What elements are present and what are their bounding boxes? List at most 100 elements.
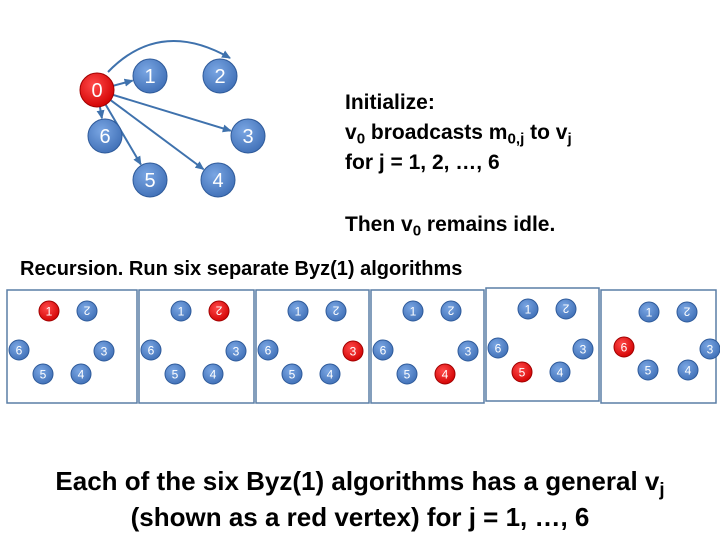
init-line-1: Initialize: — [345, 91, 435, 114]
init-line-3: for j = 1, 2, …, 6 — [345, 151, 500, 174]
svg-text:4: 4 — [685, 363, 692, 377]
subgraph-2: 1 2 3 4 5 6 — [138, 289, 255, 404]
subgraph-5: 1 2 3 4 5 6 — [485, 287, 600, 402]
svg-text:1: 1 — [525, 302, 532, 316]
main-graph-edges — [96, 40, 232, 171]
main-node-0: 0 — [79, 72, 115, 108]
svg-text:3: 3 — [465, 344, 472, 358]
subgraph-1-node-3: 3 — [93, 340, 115, 362]
svg-text:1: 1 — [144, 66, 155, 88]
svg-text:2: 2 — [562, 302, 569, 316]
subgraph-4-node-4: 4 — [434, 363, 456, 385]
subgraph-4-node-1: 1 — [402, 300, 424, 322]
svg-text:2: 2 — [447, 304, 454, 318]
edge-0-5 — [104, 104, 142, 166]
subgraph-5-node-2: 2 — [555, 298, 577, 320]
init-line-2: v0 broadcasts m0,j to vj — [345, 121, 572, 148]
subgraph-4-node-5: 5 — [396, 363, 418, 385]
svg-text:6: 6 — [495, 341, 502, 355]
svg-text:6: 6 — [265, 343, 272, 357]
subgraph-1-node-4: 4 — [70, 363, 92, 385]
subgraph-6-node-1: 1 — [638, 301, 660, 323]
subgraph-1-node-6: 6 — [8, 339, 30, 361]
svg-text:4: 4 — [442, 367, 449, 381]
svg-text:3: 3 — [707, 342, 714, 356]
subgraph-6-node-2: 2 — [676, 301, 698, 323]
svg-text:5: 5 — [404, 367, 411, 381]
subgraph-4-node-6: 6 — [372, 339, 394, 361]
svg-text:6: 6 — [99, 126, 110, 148]
svg-text:4: 4 — [210, 367, 217, 381]
caption-line-1: Each of the six Byz(1) algorithms has a … — [55, 466, 665, 500]
svg-text:2: 2 — [683, 305, 690, 319]
svg-text:3: 3 — [101, 344, 108, 358]
bottom-caption: Each of the six Byz(1) algorithms has a … — [0, 463, 720, 535]
initialize-text: Initialize: v0 broadcasts m0,j to vj for… — [345, 88, 572, 178]
subgraph-6-node-3: 3 — [699, 338, 720, 360]
svg-text:1: 1 — [295, 304, 302, 318]
subgraph-6-node-5: 5 — [637, 359, 659, 381]
svg-text:1: 1 — [646, 305, 653, 319]
svg-text:6: 6 — [148, 343, 155, 357]
subgraph-1-node-1: 1 — [38, 300, 60, 322]
subgraph-2-node-3: 3 — [225, 340, 247, 362]
subgraph-5-node-6: 6 — [487, 337, 509, 359]
edge-0-3 — [112, 93, 232, 133]
subgraph-5-node-1: 1 — [517, 298, 539, 320]
svg-text:4: 4 — [78, 367, 85, 381]
main-node-1: 1 — [132, 58, 168, 94]
caption-line-2: (shown as a red vertex) for j = 1, …, 6 — [130, 502, 590, 532]
subgraph-2-node-4: 4 — [202, 363, 224, 385]
svg-text:5: 5 — [645, 363, 652, 377]
edge-0-6 — [96, 106, 105, 120]
svg-text:5: 5 — [289, 367, 296, 381]
subgraph-2-node-6: 6 — [140, 339, 162, 361]
svg-text:3: 3 — [233, 344, 240, 358]
main-graph-nodes: 0 1 2 34 5 6 — [79, 58, 266, 198]
idle-text: Then v0 remains idle. — [345, 213, 556, 240]
svg-text:5: 5 — [40, 367, 47, 381]
svg-text:1: 1 — [46, 304, 53, 318]
svg-text:2: 2 — [83, 304, 90, 318]
main-node-4: 4 — [200, 162, 236, 198]
subgraph-2-node-1: 1 — [170, 300, 192, 322]
subgraph-2-node-5: 5 — [164, 363, 186, 385]
subgraph-6: 1 2 3 4 5 6 — [600, 289, 720, 404]
svg-text:3: 3 — [350, 344, 357, 358]
subgraph-3-node-4: 4 — [319, 363, 341, 385]
svg-text:5: 5 — [519, 365, 526, 379]
main-node-2: 2 — [202, 58, 238, 94]
svg-text:1: 1 — [178, 304, 185, 318]
svg-text:6: 6 — [16, 343, 23, 357]
subgraph-4: 1 2 3 4 5 6 — [370, 289, 485, 404]
subgraph-3-node-2: 2 — [325, 300, 347, 322]
subgraph-6-node-6: 6 — [613, 336, 635, 358]
svg-text:5: 5 — [144, 170, 155, 192]
edge-0-4 — [110, 99, 205, 171]
svg-text:5: 5 — [172, 367, 179, 381]
subgraph-5-node-3: 3 — [572, 338, 594, 360]
main-node-5: 5 — [132, 162, 168, 198]
subgraph-3-node-5: 5 — [281, 363, 303, 385]
subgraph-1-node-5: 5 — [32, 363, 54, 385]
svg-text:1: 1 — [410, 304, 417, 318]
subgraph-1: 1 2 3 4 5 6 — [6, 289, 138, 404]
subgraph-6-node-4: 4 — [677, 359, 699, 381]
main-node-6: 6 — [87, 118, 123, 154]
svg-text:3: 3 — [580, 342, 587, 356]
svg-text:4: 4 — [557, 365, 564, 379]
edge-0-1 — [113, 78, 134, 87]
subgraph-4-node-2: 2 — [440, 300, 462, 322]
subgraph-3-node-1: 1 — [287, 300, 309, 322]
main-node-3: 3 — [230, 118, 266, 154]
subgraph-3-node-6: 6 — [257, 339, 279, 361]
recursion-heading: Recursion. Run six separate Byz(1) algor… — [20, 258, 463, 280]
svg-text:2: 2 — [215, 304, 222, 318]
subgraph-3: 1 2 3 4 5 6 — [255, 289, 370, 404]
svg-text:4: 4 — [212, 170, 223, 192]
subgraph-5-node-5: 5 — [511, 361, 533, 383]
svg-text:2: 2 — [214, 66, 225, 88]
subgraph-4-node-3: 3 — [457, 340, 479, 362]
edge-0-2 — [107, 40, 231, 73]
